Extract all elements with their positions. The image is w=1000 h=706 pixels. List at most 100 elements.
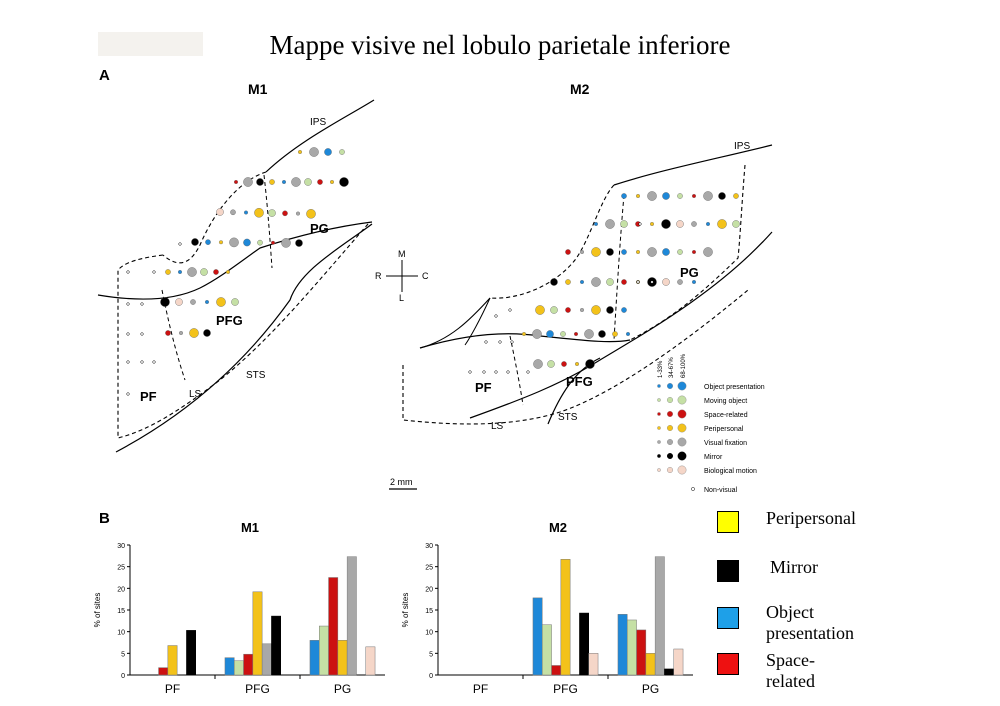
legend-item-label: Mirror <box>704 454 723 461</box>
legend-dot <box>657 412 661 416</box>
legend-header-1: 34-67% <box>669 357 675 378</box>
site-dot <box>126 392 130 396</box>
m1-chart-title: M1 <box>241 520 259 535</box>
site-dot <box>510 340 514 344</box>
panel-b-label: B <box>99 510 110 527</box>
site-dot <box>532 329 542 339</box>
site-dot <box>692 280 697 285</box>
compass-l: L <box>399 293 404 303</box>
m2-chart-y-tick-label: 20 <box>425 586 433 593</box>
site-dot <box>200 268 208 276</box>
legend-dot <box>667 411 674 418</box>
site-dot <box>717 219 727 229</box>
m1-label-ips: IPS <box>310 117 326 128</box>
m2-ls-sulcus <box>419 333 631 349</box>
m1-boundary-outer <box>117 223 369 439</box>
site-dot <box>160 297 170 307</box>
m2-chart-bar <box>617 614 628 676</box>
site-dot <box>547 360 555 368</box>
site-dot <box>733 193 739 199</box>
m1-chart-bar <box>271 615 282 676</box>
site-dot <box>268 209 276 217</box>
site-dot <box>580 280 585 285</box>
site-dot <box>591 305 601 315</box>
site-dot <box>605 219 615 229</box>
legend-dot <box>657 398 661 402</box>
site-dot <box>626 332 631 337</box>
site-dot <box>216 297 226 307</box>
site-dot <box>692 249 697 254</box>
site-dot <box>676 220 684 228</box>
m2-boundary-top <box>489 184 615 299</box>
swatch-space-related <box>717 653 739 675</box>
site-dot <box>126 332 130 336</box>
m2-label-pf: PF <box>475 380 492 395</box>
panel-a-label: A <box>99 67 110 84</box>
site-dot <box>218 240 223 245</box>
site-dot <box>636 280 640 284</box>
site-dot <box>508 308 512 312</box>
site-dot <box>257 239 263 246</box>
site-dot <box>282 179 287 184</box>
site-dot <box>291 177 301 187</box>
m1-label-sts: STS <box>246 370 266 381</box>
site-dot <box>191 238 199 246</box>
site-dot <box>187 267 197 277</box>
m1-label-pg: PG <box>310 221 329 236</box>
m2-chart-bar <box>579 612 590 676</box>
site-dot <box>584 329 594 339</box>
site-dot <box>178 331 183 336</box>
site-dot <box>296 211 301 216</box>
compass-c: C <box>422 271 429 281</box>
m1-chart-bar <box>328 577 339 676</box>
site-dot <box>620 220 628 228</box>
m2-ips-sulcus <box>613 144 773 186</box>
site-dot <box>621 249 627 255</box>
m1-chart-bar <box>319 625 329 676</box>
legend-dot <box>657 454 661 458</box>
site-dot <box>165 269 171 275</box>
page-title: Mappe visive nel lobulo parietale inferi… <box>269 30 731 60</box>
site-dot <box>594 221 599 226</box>
m2-ls-branch <box>464 297 491 346</box>
legend-dot <box>677 395 687 405</box>
m2-recording-sites <box>468 191 740 374</box>
site-dot <box>647 247 657 257</box>
site-dot <box>152 360 156 364</box>
m1-chart-category-label: PFG <box>245 682 270 696</box>
m1-chart-bar <box>243 653 254 676</box>
site-dot <box>526 370 530 374</box>
m1-chart-y-tick-label: 30 <box>117 543 125 550</box>
site-dot <box>533 359 543 369</box>
m2-chart-bar <box>673 648 684 676</box>
m2-label-sts: STS <box>558 412 578 423</box>
site-dot <box>165 330 171 336</box>
site-dot <box>243 210 248 215</box>
site-dot <box>152 270 156 274</box>
m2-chart-bar <box>645 653 656 676</box>
swatch-peripersonal <box>717 511 739 533</box>
m2-map-title: M2 <box>570 81 590 97</box>
site-dot <box>662 278 670 286</box>
m2-chart-bar <box>588 653 599 676</box>
site-dot <box>178 242 182 246</box>
site-dot <box>706 221 711 226</box>
site-dot <box>677 193 683 199</box>
m1-chart-bar <box>186 630 196 676</box>
site-dot <box>295 239 303 247</box>
site-dot <box>692 193 697 198</box>
site-dot <box>580 308 585 313</box>
site-dot <box>256 178 264 186</box>
scale-label: 2 mm <box>390 477 413 487</box>
site-dot <box>636 193 641 198</box>
site-dot <box>140 360 144 364</box>
site-dot <box>621 279 627 285</box>
bar-chart-m2: M2 % of sites 0 5 10 15 20 25 30 PF PFG PG <box>401 520 693 696</box>
m1-recording-sites <box>126 147 349 396</box>
m1-chart-ylabel: % of sites <box>93 593 102 628</box>
site-dot <box>225 270 230 275</box>
m1-chart-y-tick-label: 15 <box>117 608 125 615</box>
site-dot <box>304 178 312 186</box>
m2-chart-y-tick-label: 0 <box>429 673 433 680</box>
site-dot <box>575 362 580 367</box>
